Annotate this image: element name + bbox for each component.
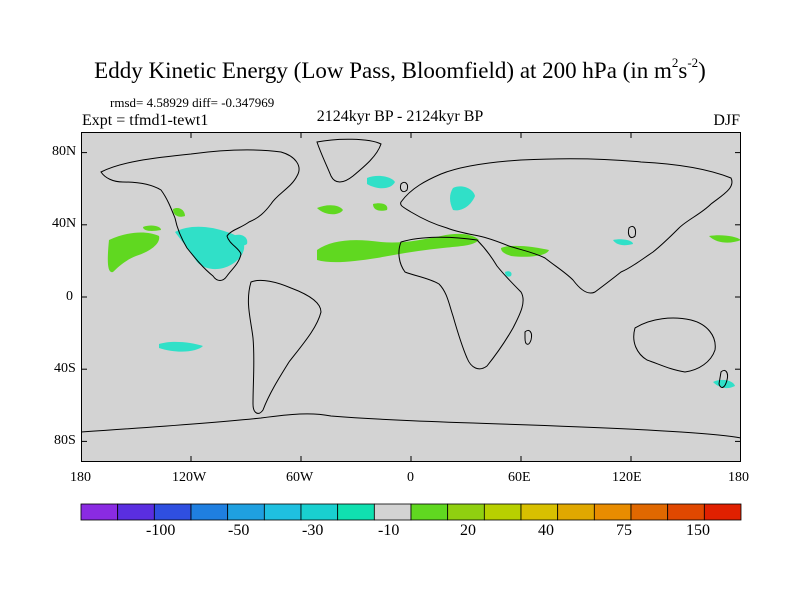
patch-new-zealand	[713, 379, 735, 389]
colorbar-cell	[593, 503, 632, 521]
colorbar-cell	[190, 503, 229, 521]
coast-eurasia	[400, 158, 733, 294]
colorbar-label-150: 150	[686, 522, 710, 539]
colorbar-cell	[300, 503, 339, 521]
patch-mexico	[175, 226, 245, 270]
colorbar-cell	[263, 503, 302, 521]
y-tick-80n: 80N	[52, 144, 77, 159]
anomaly-patches	[107, 175, 741, 389]
x-tick-180e: 180	[728, 470, 749, 485]
colorbar-cell	[337, 503, 375, 521]
colorbar-label-neg50: -50	[228, 522, 250, 539]
rmsd-value: 4.58929	[146, 95, 189, 110]
period-label: 2124kyr BP - 2124kyr BP	[316, 108, 484, 125]
patch-south-pacific	[159, 341, 203, 352]
colorbar-label-40: 40	[538, 522, 554, 539]
colorbar-cell	[410, 503, 449, 521]
coast-new-zealand	[718, 369, 728, 388]
map-background	[81, 132, 741, 462]
colorbar-cell	[117, 503, 155, 521]
coast-australia	[633, 317, 716, 373]
stats-line: rmsd= 4.58929 diff= -0.347969	[110, 95, 275, 110]
plot-title: Eddy Kinetic Energy (Low Pass, Bloomfiel…	[94, 55, 706, 83]
colorbar-cell	[447, 503, 485, 521]
coastlines	[81, 138, 741, 439]
x-tick-180w: 180	[70, 470, 91, 485]
patch-atlantic-small	[373, 203, 388, 211]
colorbar-cell	[520, 503, 559, 521]
colorbar-label-neg100: -100	[146, 522, 176, 539]
coast-antarctica	[81, 413, 741, 439]
coast-greenland	[316, 138, 382, 183]
patch-greenland-sea	[367, 175, 395, 189]
patch-north-america-west	[173, 207, 185, 217]
colorbar-cell	[557, 503, 595, 521]
y-tick-80s: 80S	[54, 433, 76, 448]
x-tick-60e: 60E	[508, 470, 531, 485]
x-tick-0: 0	[407, 470, 414, 485]
coast-japan	[628, 225, 636, 239]
patch-scandinavia	[450, 186, 475, 211]
experiment-label: Expt = tfmd1-tewt1	[82, 112, 209, 129]
coast-south-america	[247, 279, 322, 414]
patch-japan	[613, 239, 633, 246]
colorbar-label-neg30: -30	[302, 522, 324, 539]
patch-middle-east	[501, 245, 549, 257]
season-label: DJF	[713, 112, 740, 129]
patch-north-pacific-west	[709, 235, 741, 243]
patch-pacific-small	[143, 225, 161, 231]
patch-red-sea	[505, 271, 512, 277]
diff-value: -0.347969	[221, 95, 275, 110]
y-tick-40n: 40N	[52, 216, 77, 231]
x-tick-120e: 120E	[612, 470, 642, 485]
patch-gulf	[231, 234, 248, 246]
colorbar-cell	[227, 503, 265, 521]
colorbar-cell	[630, 503, 669, 521]
colorbar-cell	[703, 503, 742, 521]
patch-north-pacific-east	[107, 232, 160, 273]
coast-madagascar	[524, 329, 532, 345]
coast-north-america	[100, 149, 300, 281]
world-map	[81, 132, 741, 462]
patch-subtropical-jet	[317, 233, 479, 263]
colorbar-cell	[373, 503, 412, 521]
colorbar-label-20: 20	[460, 522, 476, 539]
x-tick-60w: 60W	[286, 470, 314, 485]
tick-marks	[81, 132, 741, 462]
colorbar	[80, 503, 742, 521]
x-tick-120w: 120W	[172, 470, 207, 485]
colorbar-label-neg10: -10	[378, 522, 400, 539]
coast-britain	[400, 181, 408, 193]
colorbar-cell	[80, 503, 119, 521]
coast-africa	[398, 236, 524, 370]
patch-north-atlantic	[317, 205, 343, 215]
colorbar-cell	[483, 503, 522, 521]
y-tick-40s: 40S	[54, 361, 76, 376]
colorbar-cell	[153, 503, 192, 521]
y-tick-0: 0	[66, 289, 73, 304]
colorbar-cell	[667, 503, 705, 521]
colorbar-label-75: 75	[616, 522, 632, 539]
